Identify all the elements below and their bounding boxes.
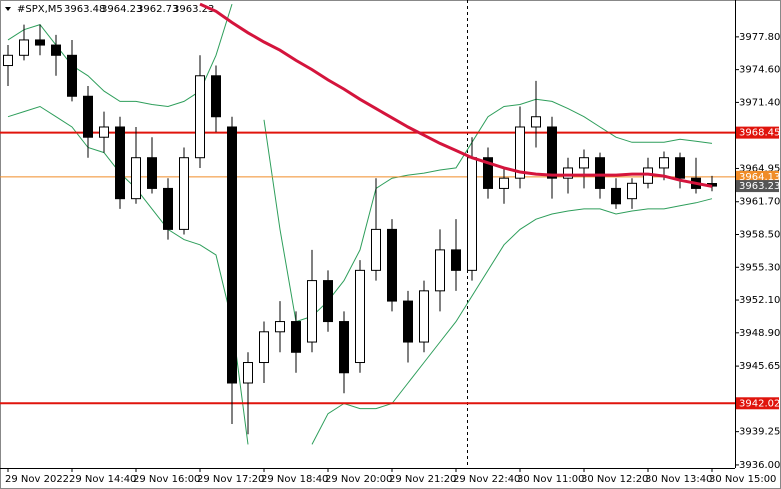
candle-body xyxy=(627,182,637,200)
candle-body xyxy=(259,331,269,364)
x-tick-label: 30 Nov 13:40 xyxy=(645,474,712,485)
symbol: #SPX,M5 xyxy=(17,4,63,15)
candle-body xyxy=(307,280,317,343)
candle-body xyxy=(355,269,365,364)
price-line-label-box xyxy=(736,170,779,183)
candle-body xyxy=(499,177,509,189)
y-tick-label: 3958.50 xyxy=(739,230,780,241)
candle-body xyxy=(99,126,109,138)
y-tick-label: 3948.90 xyxy=(739,328,780,339)
x-tick-label: 30 Nov 15:00 xyxy=(709,474,776,485)
x-tick-label: 30 Nov 12:20 xyxy=(581,474,648,485)
candle-body xyxy=(211,75,221,118)
candle-body xyxy=(227,126,237,384)
candle-body xyxy=(51,44,61,56)
candle-body xyxy=(83,95,93,138)
candle-body xyxy=(531,116,541,128)
candle-body xyxy=(659,157,669,169)
candle-body xyxy=(611,187,621,205)
candle-body xyxy=(451,249,461,271)
y-tick-label: 3939.25 xyxy=(739,427,780,438)
level-label: 3942.02 xyxy=(739,398,780,409)
candle-body xyxy=(115,126,125,200)
candle-body xyxy=(371,228,381,271)
candle-body xyxy=(3,54,13,67)
x-tick-label: 29 Nov 2022 xyxy=(5,474,69,485)
candle-body xyxy=(147,157,157,189)
y-tick-label: 3971.40 xyxy=(739,97,780,108)
candle-body xyxy=(243,362,253,384)
moving-average xyxy=(199,2,713,188)
bollinger-lower xyxy=(7,105,713,445)
candle-body xyxy=(131,157,141,200)
level-label: 3968.45 xyxy=(739,128,780,139)
candle-body xyxy=(195,75,205,159)
y-tick-label: 3974.60 xyxy=(739,65,780,76)
candle-body xyxy=(403,300,413,343)
candle-body xyxy=(563,167,573,179)
candle-body xyxy=(515,126,525,179)
candle-body xyxy=(19,39,29,56)
candle-body xyxy=(291,321,301,353)
last-price-label-box xyxy=(736,180,779,193)
candle-body xyxy=(595,157,605,189)
y-tick-label: 3977.80 xyxy=(739,32,780,43)
header-low: 3962.73 xyxy=(137,4,178,15)
x-tick-label: 29 Nov 16:00 xyxy=(133,474,200,485)
candle-body xyxy=(35,39,45,46)
y-tick-label: 3961.70 xyxy=(739,197,780,208)
header-high: 3964.23 xyxy=(101,4,142,15)
candle-body xyxy=(579,157,589,169)
y-tick-label: 3952.10 xyxy=(739,295,780,306)
candle-body xyxy=(419,290,429,343)
header-close: 3963.23 xyxy=(173,4,214,15)
candle-body xyxy=(163,187,173,230)
candle-body xyxy=(483,157,493,189)
candle-body xyxy=(275,321,285,333)
x-tick-label: 29 Nov 17:20 xyxy=(197,474,264,485)
y-tick-label: 3955.30 xyxy=(739,262,780,273)
candle-body xyxy=(179,157,189,230)
candle-body xyxy=(435,249,445,292)
candle-body xyxy=(67,54,77,97)
header: #SPX,M5 3963.48 3964.23 3962.73 3963.23 xyxy=(5,4,214,15)
bollinger-upper xyxy=(7,3,713,323)
candle-body xyxy=(547,126,557,179)
x-tick-label: 29 Nov 20:00 xyxy=(325,474,392,485)
y-tick-label: 3964.95 xyxy=(739,163,780,174)
x-tick-label: 30 Nov 11:00 xyxy=(517,474,584,485)
x-tick-label: 29 Nov 22:40 xyxy=(453,474,520,485)
x-tick-label: 29 Nov 21:20 xyxy=(389,474,456,485)
x-tick-label: 29 Nov 14:40 xyxy=(69,474,136,485)
x-tick-label: 29 Nov 18:40 xyxy=(261,474,328,485)
last-price-label: 3963.23 xyxy=(739,181,780,192)
y-tick-label: 3945.65 xyxy=(739,361,780,372)
candle-body xyxy=(323,280,333,323)
menu-arrow xyxy=(5,7,11,11)
candle-body xyxy=(467,157,477,271)
header-open: 3963.48 xyxy=(64,4,105,15)
price-line-label: 3964.13 xyxy=(739,172,780,183)
candle-body xyxy=(339,321,349,374)
candle-body xyxy=(675,157,685,179)
level-label-box xyxy=(736,397,779,410)
level-label-box xyxy=(736,126,779,139)
candle-body xyxy=(387,228,397,302)
y-tick-label: 3936.00 xyxy=(739,460,780,471)
